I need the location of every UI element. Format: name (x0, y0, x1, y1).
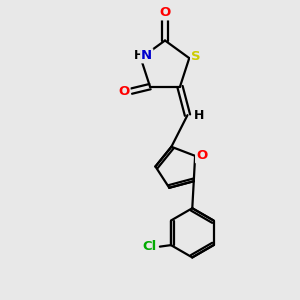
Text: Cl: Cl (143, 240, 157, 253)
Text: S: S (191, 50, 201, 63)
Text: O: O (196, 149, 207, 162)
Text: O: O (118, 85, 130, 98)
Text: O: O (159, 6, 171, 20)
Text: H: H (194, 109, 204, 122)
Text: N: N (141, 49, 152, 62)
Text: H: H (134, 49, 143, 62)
